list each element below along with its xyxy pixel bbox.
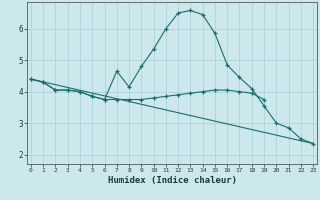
X-axis label: Humidex (Indice chaleur): Humidex (Indice chaleur) <box>108 176 236 185</box>
